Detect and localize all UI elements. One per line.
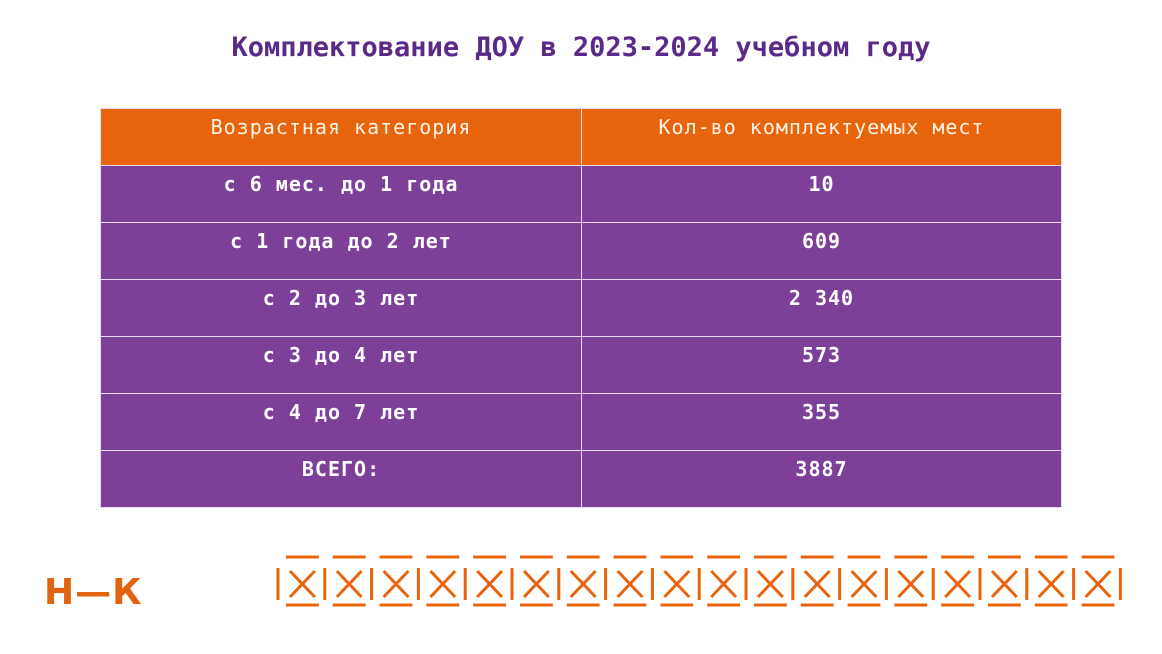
age-cell: с 3 до 4 лет xyxy=(100,336,582,394)
pattern-cross-icon xyxy=(803,569,831,599)
table-total-row: ВСЕГО: 3887 xyxy=(100,450,1062,508)
pattern-cross-icon xyxy=(990,569,1018,599)
enrollment-table: Возрастная категория Кол-во комплектуемы… xyxy=(100,108,1062,508)
header-places-count: Кол-во комплектуемых мест xyxy=(581,108,1062,166)
decorative-pattern xyxy=(276,555,1122,607)
count-cell: 573 xyxy=(581,336,1062,394)
pattern-cross-icon xyxy=(1037,569,1065,599)
pattern-cross-icon xyxy=(616,569,644,599)
age-cell: с 6 мес. до 1 года xyxy=(100,165,582,223)
header-age-category: Возрастная категория xyxy=(100,108,582,166)
pattern-cross-icon xyxy=(850,569,878,599)
pattern-cross-icon xyxy=(522,569,550,599)
table-row: с 2 до 3 лет 2 340 xyxy=(100,279,1062,337)
table-row: с 4 до 7 лет 355 xyxy=(100,393,1062,451)
age-cell: с 1 года до 2 лет xyxy=(100,222,582,280)
age-cell: с 2 до 3 лет xyxy=(100,279,582,337)
table-row: с 3 до 4 лет 573 xyxy=(100,336,1062,394)
pattern-cross-icon xyxy=(288,569,316,599)
table-header-row: Возрастная категория Кол-во комплектуемы… xyxy=(100,108,1062,166)
pattern-cross-icon xyxy=(335,569,363,599)
pattern-cross-icon xyxy=(429,569,457,599)
count-cell: 355 xyxy=(581,393,1062,451)
total-value: 3887 xyxy=(581,450,1062,508)
pattern-cross-icon xyxy=(663,569,691,599)
age-cell: с 4 до 7 лет xyxy=(100,393,582,451)
table-row: с 1 года до 2 лет 609 xyxy=(100,222,1062,280)
total-label: ВСЕГО: xyxy=(100,450,582,508)
pattern-cross-icon xyxy=(382,569,410,599)
pattern-cross-icon xyxy=(756,569,784,599)
pattern-cross-icon xyxy=(897,569,925,599)
pattern-cross-icon xyxy=(1084,569,1112,599)
pattern-cross-icon xyxy=(569,569,597,599)
page-title: Комплектование ДОУ в 2023-2024 учебном г… xyxy=(231,32,931,63)
pattern-cross-icon xyxy=(944,569,972,599)
pattern-cross-icon xyxy=(710,569,738,599)
pattern-cross-icon xyxy=(476,569,504,599)
count-cell: 609 xyxy=(581,222,1062,280)
count-cell: 2 340 xyxy=(581,279,1062,337)
count-cell: 10 xyxy=(581,165,1062,223)
table-row: с 6 мес. до 1 года 10 xyxy=(100,165,1062,223)
logo: Н—К xyxy=(44,572,143,613)
